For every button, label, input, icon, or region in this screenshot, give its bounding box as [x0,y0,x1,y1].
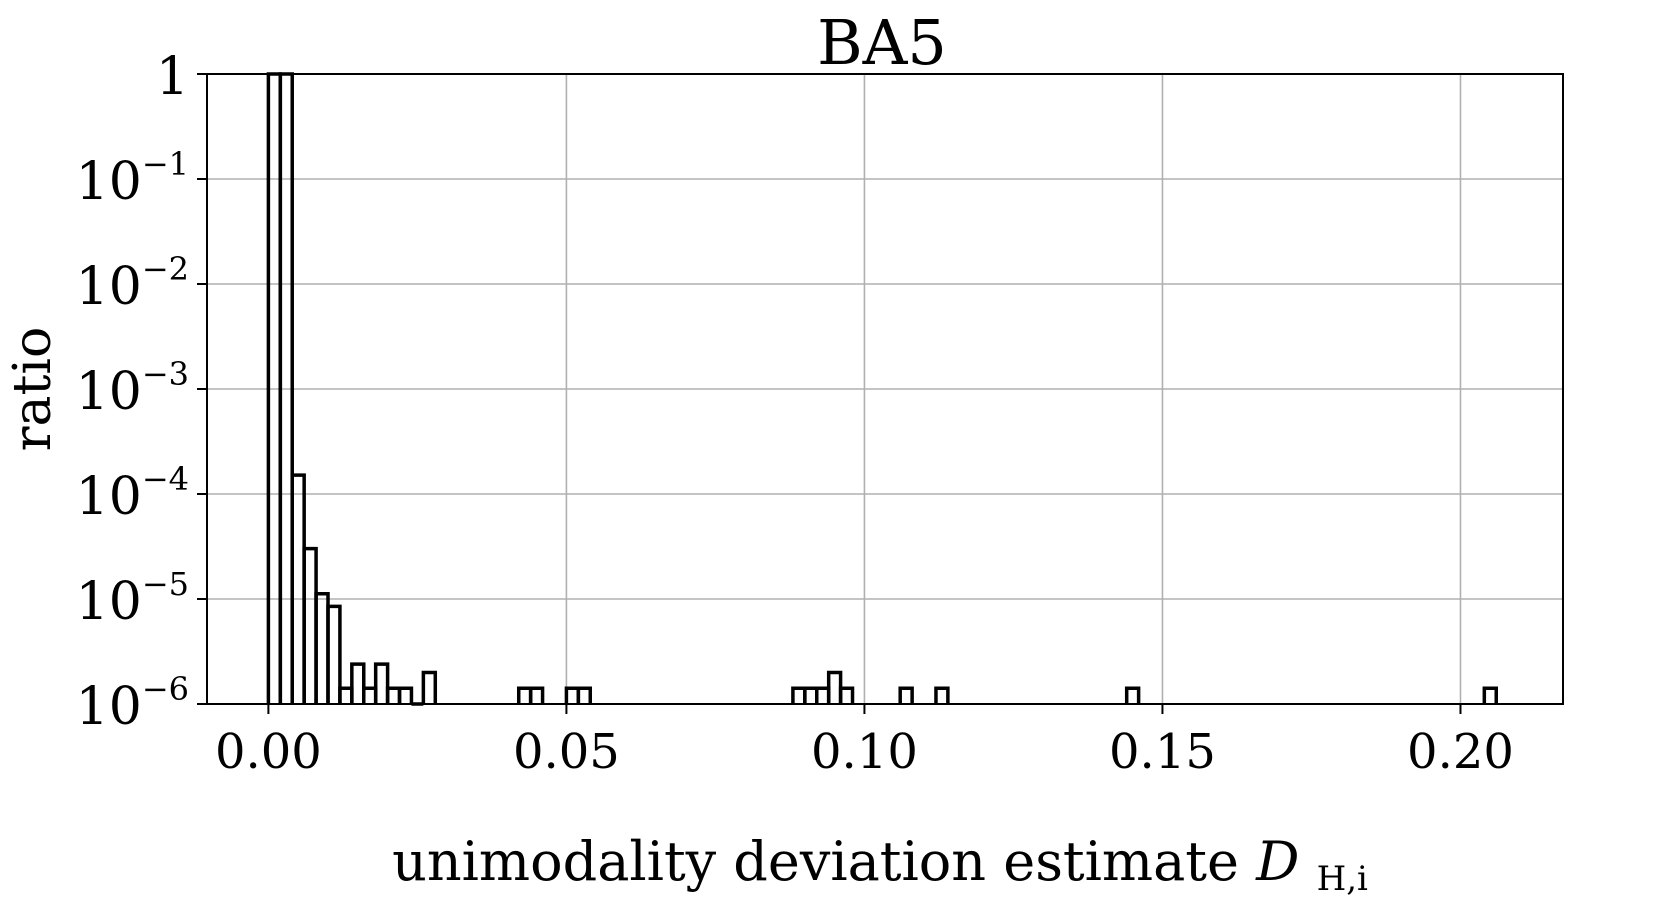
y-tick-labels: 1 10−1 10−2 10−3 10−4 10−5 10−6 [76,47,189,737]
histogram-bar [362,686,378,704]
histogram-bar [1482,686,1498,704]
y-tick-label: 10−4 [76,460,189,527]
histogram-bar [397,686,414,704]
y-tick-label: 1 [156,47,189,107]
x-axis-label-text: unimodality deviation estimate [392,830,1256,893]
y-tick-label: 10−1 [76,145,189,212]
histogram-bar [826,670,843,704]
x-tick-label: 0.05 [513,724,620,780]
histogram-bar [290,473,306,704]
y-tick-label: 10−6 [76,670,189,737]
histogram-bar [803,686,819,704]
x-tick-label: 0.00 [215,724,322,780]
histogram-bar [1124,686,1141,704]
y-tick-label: 10−2 [76,250,189,317]
grid-lines [207,74,1563,704]
histogram-bar [898,686,914,704]
histogram-bar [576,686,593,704]
chart-title: BA5 [817,6,947,79]
x-axis-label-symbol: D [1255,830,1299,893]
histogram-bar [421,670,438,704]
histogram-bar [302,546,318,704]
histogram-bar [791,686,807,704]
histogram-bar [564,686,581,704]
histogram-bar [838,686,855,704]
y-tick-label: 10−5 [76,565,189,632]
tick-marks [197,73,1462,714]
histogram-bar [385,686,402,704]
x-tick-labels: 0.00 0.05 0.10 0.15 0.20 [215,724,1514,780]
histogram-bar [314,592,330,704]
x-tick-label: 0.20 [1407,724,1514,780]
x-tick-label: 0.10 [811,724,918,780]
histogram-bar [815,686,831,704]
histogram-bar [326,604,342,704]
histogram-bar [338,686,354,704]
y-tick-label: 10−3 [76,355,189,422]
x-tick-label: 0.15 [1109,724,1216,780]
histogram-bar [528,686,545,704]
x-axis-label-subscript: H,i [1317,859,1368,899]
histogram-bar [373,662,390,704]
histogram-bar [934,686,950,704]
histogram-bar [516,686,533,704]
y-axis-label: ratio [3,327,63,452]
x-axis-label: unimodality deviation estimate D H,i [392,830,1368,899]
histogram-bar [350,662,366,704]
